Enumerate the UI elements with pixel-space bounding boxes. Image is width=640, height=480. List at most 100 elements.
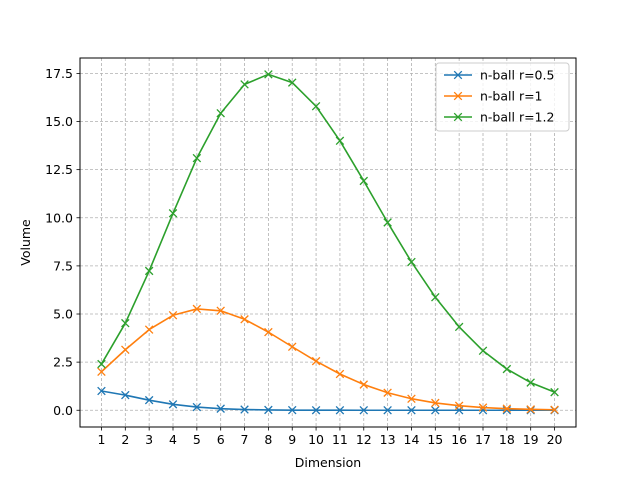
data-point	[335, 369, 345, 379]
data-point	[240, 315, 249, 324]
data-point	[383, 218, 392, 227]
data-point	[121, 390, 130, 400]
x-tick-label: 9	[288, 432, 296, 447]
data-point	[121, 345, 130, 355]
data-point	[550, 387, 559, 397]
data-point	[97, 367, 106, 377]
data-point	[407, 394, 416, 403]
legend-label: n-ball r=0.5	[480, 68, 554, 83]
y-tick-label: 5.0	[53, 307, 73, 322]
data-point	[264, 327, 273, 337]
x-tick-label: 18	[499, 432, 515, 447]
x-tick-label: 13	[380, 432, 396, 447]
series-3	[97, 70, 559, 397]
data-point	[311, 405, 321, 415]
data-point	[478, 403, 488, 412]
data-point	[454, 322, 464, 332]
data-point	[407, 405, 416, 415]
data-point	[97, 359, 106, 369]
x-tick-label: 6	[217, 432, 225, 447]
legend-marker	[453, 70, 463, 80]
x-tick-label: 1	[97, 432, 105, 447]
data-point	[431, 292, 440, 302]
x-tick-label: 11	[332, 432, 348, 447]
y-axis-label: Volume	[18, 219, 33, 266]
data-point	[359, 176, 369, 186]
data-point	[192, 304, 202, 314]
data-point	[454, 401, 464, 410]
data-point	[144, 395, 154, 405]
data-point	[216, 404, 225, 413]
x-tick-label: 17	[475, 432, 491, 447]
data-point	[383, 388, 392, 397]
data-point	[335, 136, 345, 146]
data-point	[550, 405, 559, 415]
series-line	[100, 308, 555, 411]
data-point	[97, 386, 106, 396]
legend-entry: n-ball r=1.2	[444, 110, 554, 125]
legend-marker	[453, 112, 463, 122]
y-tick-label: 7.5	[53, 258, 73, 273]
y-tick-label: 2.5	[53, 355, 73, 370]
data-point	[264, 70, 273, 79]
data-point	[121, 318, 130, 328]
legend-label: n-ball r=1	[480, 89, 543, 104]
y-tick-label: 10.0	[45, 210, 73, 225]
data-point	[240, 405, 249, 414]
x-tick-label: 20	[547, 432, 563, 447]
x-tick-label: 7	[241, 432, 249, 447]
data-point	[526, 378, 535, 387]
y-axis-ticks: 0.0 2.5 5.0 7.5 10.0 12.5 15.0 17.5	[45, 66, 80, 418]
series-2	[97, 304, 559, 415]
data-point	[383, 405, 392, 415]
data-point	[311, 102, 321, 111]
data-point	[287, 405, 297, 415]
data-point	[478, 346, 488, 356]
data-point	[168, 311, 178, 320]
x-tick-label: 19	[523, 432, 539, 447]
data-point	[431, 405, 440, 415]
legend: n-ball r=0.5 n-ball r=1 n-ball r=1.2	[435, 62, 570, 132]
data-point	[335, 405, 345, 415]
x-tick-label: 14	[404, 432, 420, 447]
series-line	[100, 73, 555, 393]
data-point	[287, 78, 297, 87]
x-tick-label: 5	[193, 432, 201, 447]
x-tick-label: 15	[427, 432, 443, 447]
data-point	[216, 108, 225, 118]
data-point	[431, 398, 440, 408]
y-tick-label: 15.0	[45, 114, 73, 129]
x-tick-label: 12	[356, 432, 372, 447]
data-point	[359, 380, 369, 389]
data-point	[287, 342, 297, 352]
legend-label: n-ball r=1.2	[480, 110, 554, 125]
legend-entry: n-ball r=0.5	[444, 68, 554, 83]
data-point	[168, 209, 178, 218]
data-point	[407, 257, 416, 267]
legend-marker	[453, 91, 463, 101]
x-tick-label: 4	[169, 432, 177, 447]
data-point	[192, 153, 202, 163]
data-point	[502, 405, 512, 415]
data-point	[240, 80, 249, 89]
plot-series	[97, 70, 559, 415]
data-point	[144, 266, 154, 276]
data-point	[526, 405, 535, 414]
data-point	[502, 404, 512, 413]
y-tick-label: 17.5	[45, 66, 73, 81]
data-point	[168, 400, 178, 409]
data-point	[144, 325, 154, 334]
plot-frame	[79, 57, 577, 428]
data-point	[264, 405, 273, 415]
data-point	[359, 405, 369, 415]
legend-entry: n-ball r=1	[444, 89, 543, 104]
x-axis-label: Dimension	[295, 455, 361, 470]
x-axis-ticks: 1 2 3 4 5 6 7 8 9 10 11 12 13 14 15 16 17 18 19 20	[97, 427, 563, 447]
data-point	[192, 402, 202, 412]
series-line	[101, 390, 555, 412]
data-point	[502, 364, 512, 374]
data-point	[311, 356, 321, 366]
data-point	[216, 306, 225, 316]
x-tick-label: 8	[264, 432, 272, 447]
